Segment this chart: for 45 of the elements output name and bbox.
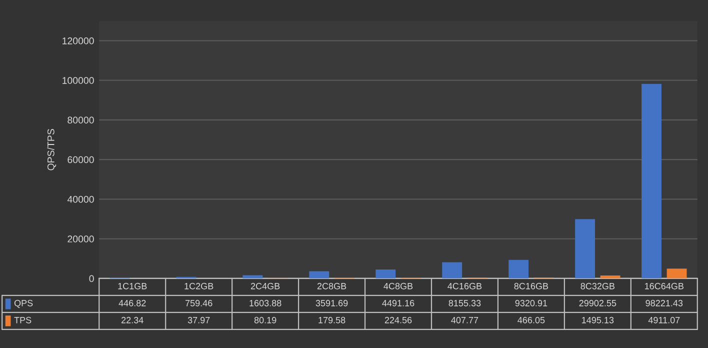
data-label: 4911.07 (648, 316, 680, 324)
data-label: 98221.43 (646, 300, 683, 306)
y-tick-label: 0 (89, 275, 94, 282)
data-label: 759.46 (185, 300, 212, 306)
x-tick-label: 1C2GB (184, 282, 214, 290)
data-label: 407.77 (451, 316, 478, 324)
data-label: 3591.69 (316, 300, 348, 306)
x-tick-label: 4C8GB (384, 282, 413, 290)
bar (309, 271, 330, 278)
data-label: 1495.13 (582, 316, 614, 324)
y-tick-label: 80000 (68, 116, 94, 124)
x-tick-label: 1C1GB (118, 282, 147, 290)
data-label: 446.82 (118, 300, 146, 306)
x-tick-label: 8C32GB (580, 282, 615, 290)
legend-label: QPS (14, 300, 33, 308)
bar (442, 262, 462, 278)
data-label: 22.34 (122, 316, 144, 324)
x-tick-label: 2C4GB (250, 282, 280, 290)
data-label: 466.05 (518, 316, 545, 324)
x-tick-label: 16C64GB (645, 282, 684, 290)
data-label: 1603.88 (250, 300, 282, 306)
legend-label: TPS (14, 316, 32, 324)
data-label: 224.56 (384, 316, 412, 324)
data-label: 8155.33 (448, 300, 481, 306)
bar (642, 84, 662, 278)
data-label: 179.58 (318, 316, 346, 324)
x-tick-label: 4C16GB (448, 282, 482, 290)
y-tick-label: 20000 (68, 236, 94, 242)
data-label: 37.97 (188, 316, 210, 324)
y-tick-label: 60000 (68, 156, 94, 164)
data-label: 29902.55 (579, 300, 616, 306)
y-tick-label: 100000 (62, 77, 94, 84)
bar (242, 275, 263, 278)
bar (575, 219, 596, 278)
y-tick-label: 40000 (67, 196, 94, 203)
y-axis-title: QPS/TPS (47, 129, 56, 170)
x-tick-label: 8C16GB (514, 282, 548, 290)
data-label: 4491.16 (382, 300, 414, 306)
bar (666, 268, 687, 278)
y-tick-label: 120000 (62, 37, 94, 44)
bar (508, 260, 529, 278)
data-label: 80.19 (254, 316, 276, 324)
x-tick-label: 2C8GB (317, 282, 346, 290)
bar (376, 270, 396, 278)
data-label: 9320.91 (515, 300, 548, 306)
